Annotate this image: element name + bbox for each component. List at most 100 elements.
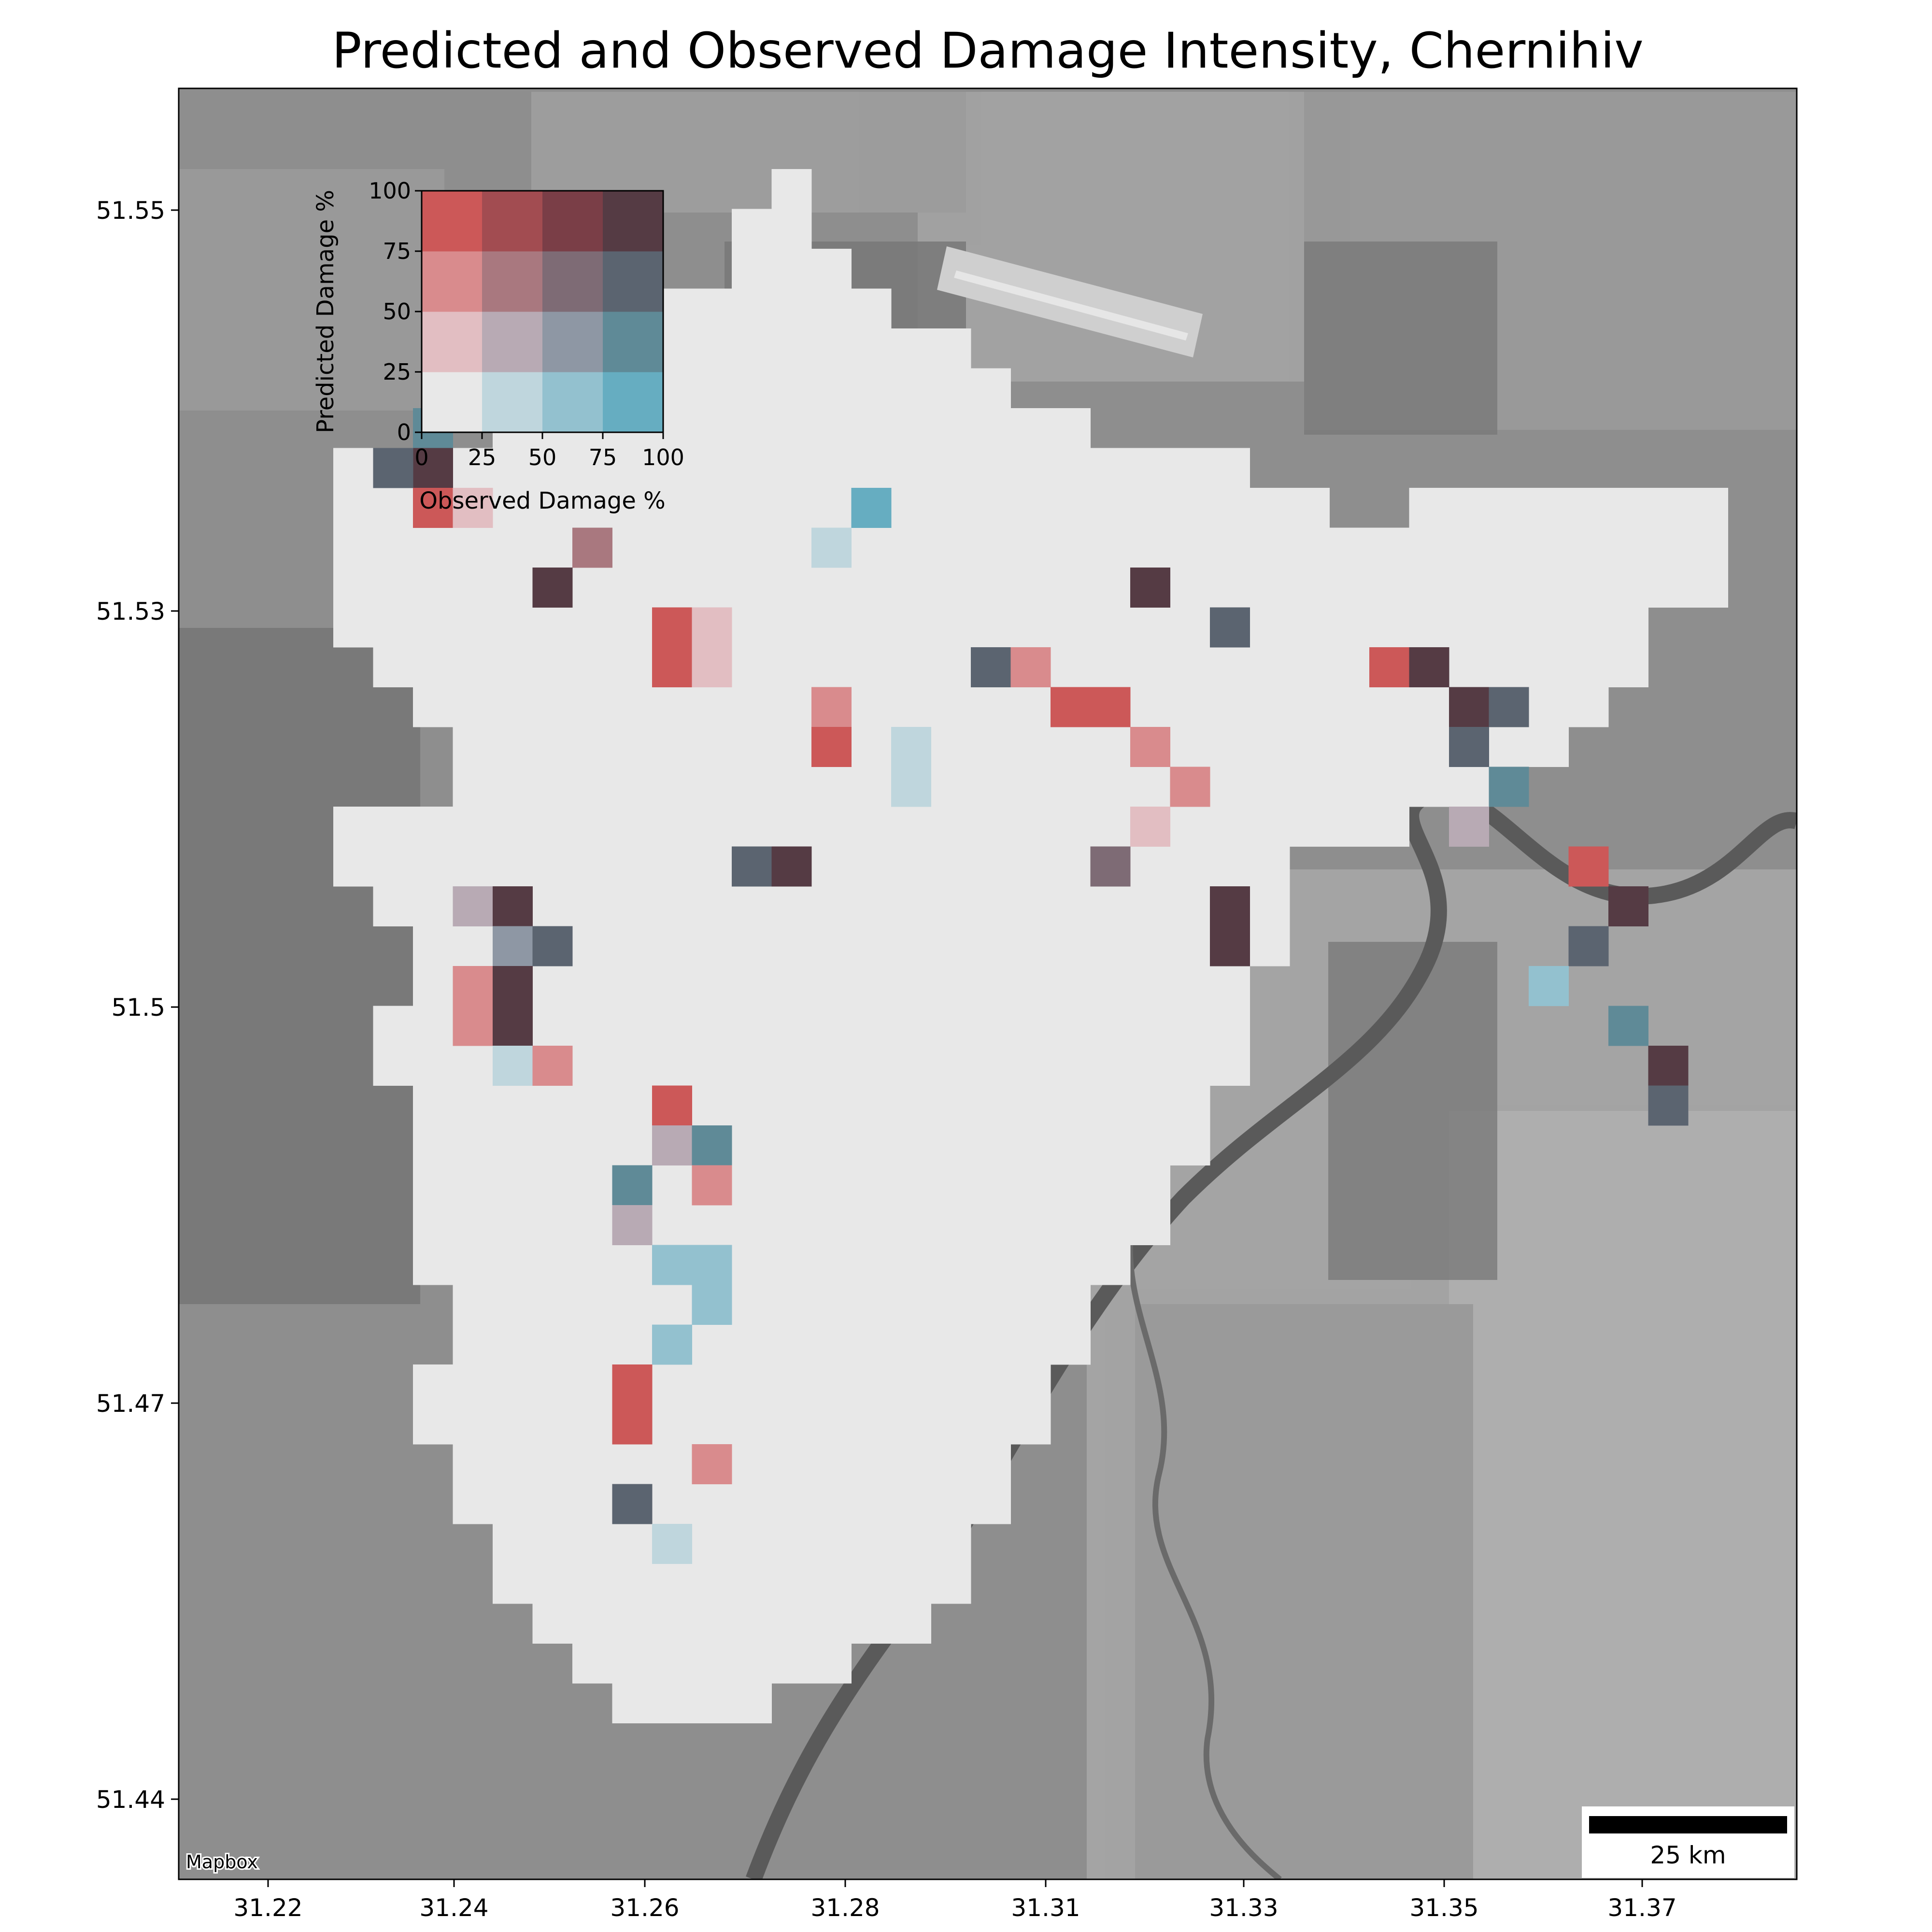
damage-cell bbox=[1569, 608, 1609, 648]
damage-cell bbox=[772, 369, 812, 409]
damage-cell bbox=[612, 1285, 653, 1325]
damage-cell bbox=[373, 1006, 413, 1046]
damage-cell bbox=[971, 369, 1011, 409]
damage-cell bbox=[811, 1524, 852, 1564]
damage-cell bbox=[413, 528, 453, 568]
damage-cell bbox=[772, 687, 812, 727]
damage-cell bbox=[1091, 448, 1131, 488]
damage-cell bbox=[811, 369, 852, 409]
damage-cell bbox=[652, 1046, 692, 1086]
damage-cell bbox=[1051, 926, 1091, 966]
damage-cell bbox=[493, 847, 533, 887]
damage-cell bbox=[811, 767, 852, 807]
damage-cell bbox=[572, 886, 612, 926]
damage-cell bbox=[652, 1205, 692, 1245]
damage-cell bbox=[493, 886, 533, 926]
damage-cell bbox=[931, 1046, 971, 1086]
damage-cell bbox=[652, 966, 692, 1006]
damage-cell bbox=[772, 169, 812, 209]
damage-cell bbox=[1170, 687, 1210, 727]
damage-cell bbox=[772, 886, 812, 926]
damage-cell bbox=[891, 1285, 931, 1325]
damage-cell bbox=[772, 448, 812, 488]
x-tick-label: 31.26 bbox=[610, 1894, 679, 1922]
damage-cell bbox=[971, 1086, 1011, 1126]
damage-cell bbox=[493, 608, 533, 648]
damage-cell bbox=[732, 1125, 772, 1165]
damage-cell bbox=[891, 369, 931, 409]
damage-cell bbox=[852, 886, 892, 926]
damage-cell bbox=[572, 1086, 612, 1126]
damage-cell bbox=[1051, 847, 1091, 887]
damage-cell bbox=[811, 1086, 852, 1126]
damage-cell bbox=[612, 727, 653, 767]
damage-cell bbox=[772, 1364, 812, 1405]
damage-cell bbox=[1210, 926, 1250, 966]
damage-cell bbox=[772, 647, 812, 687]
damage-cell bbox=[453, 1046, 493, 1086]
damage-cell bbox=[891, 1006, 931, 1046]
damage-cell bbox=[1330, 647, 1370, 687]
damage-cell bbox=[1330, 687, 1370, 727]
damage-cell bbox=[1051, 687, 1091, 727]
damage-cell bbox=[1170, 647, 1210, 687]
damage-cell bbox=[732, 1444, 772, 1484]
damage-cell bbox=[692, 289, 732, 329]
damage-cell bbox=[1409, 528, 1449, 568]
damage-cell bbox=[891, 1564, 931, 1604]
damage-cell bbox=[493, 1205, 533, 1245]
damage-cell bbox=[732, 528, 772, 568]
damage-cell bbox=[1011, 727, 1051, 767]
damage-cell bbox=[1170, 727, 1210, 767]
damage-cell bbox=[811, 1125, 852, 1165]
damage-cell bbox=[931, 767, 971, 807]
damage-cell bbox=[1130, 1125, 1170, 1165]
damage-cell bbox=[1130, 847, 1170, 887]
damage-cell bbox=[453, 1165, 493, 1206]
damage-cell bbox=[1130, 608, 1170, 648]
damage-cell bbox=[373, 886, 413, 926]
damage-cell bbox=[493, 727, 533, 767]
damage-cell bbox=[493, 1564, 533, 1604]
damage-cell bbox=[1091, 966, 1131, 1006]
legend-y-tick-label: 0 bbox=[397, 419, 411, 445]
damage-cell bbox=[373, 568, 413, 608]
damage-cell bbox=[811, 926, 852, 966]
damage-cell bbox=[1130, 1205, 1170, 1245]
damage-cell bbox=[891, 1604, 931, 1644]
damage-cell bbox=[413, 926, 453, 966]
legend-x-tick-label: 100 bbox=[642, 444, 684, 470]
damage-cell bbox=[772, 807, 812, 847]
damage-cell bbox=[891, 328, 931, 369]
damage-cell bbox=[1648, 1046, 1689, 1086]
damage-cell bbox=[1130, 807, 1170, 847]
damage-cell bbox=[612, 1644, 653, 1684]
damage-cell bbox=[453, 966, 493, 1006]
damage-cell bbox=[1409, 608, 1449, 648]
damage-cell bbox=[811, 886, 852, 926]
damage-cell bbox=[971, 408, 1011, 448]
legend-cell bbox=[482, 312, 543, 372]
damage-cell bbox=[852, 408, 892, 448]
damage-cell bbox=[533, 1205, 573, 1245]
damage-cell bbox=[1688, 528, 1728, 568]
damage-cell bbox=[453, 807, 493, 847]
damage-cell bbox=[1250, 727, 1290, 767]
mapbox-attribution: Mapbox bbox=[186, 1851, 258, 1873]
damage-cell bbox=[1011, 1046, 1051, 1086]
x-tick-label: 31.33 bbox=[1209, 1894, 1278, 1922]
damage-cell bbox=[891, 847, 931, 887]
damage-cell bbox=[1130, 727, 1170, 767]
damage-cell bbox=[732, 249, 772, 289]
damage-cell bbox=[811, 1604, 852, 1644]
damage-cell bbox=[891, 1125, 931, 1165]
damage-cell bbox=[612, 1165, 653, 1206]
damage-cell bbox=[852, 448, 892, 488]
damage-cell bbox=[1250, 886, 1290, 926]
damage-cell bbox=[811, 966, 852, 1006]
damage-cell bbox=[732, 448, 772, 488]
damage-cell bbox=[1170, 767, 1210, 807]
damage-cell bbox=[811, 1046, 852, 1086]
damage-cell bbox=[533, 1086, 573, 1126]
damage-cell bbox=[1011, 1364, 1051, 1405]
